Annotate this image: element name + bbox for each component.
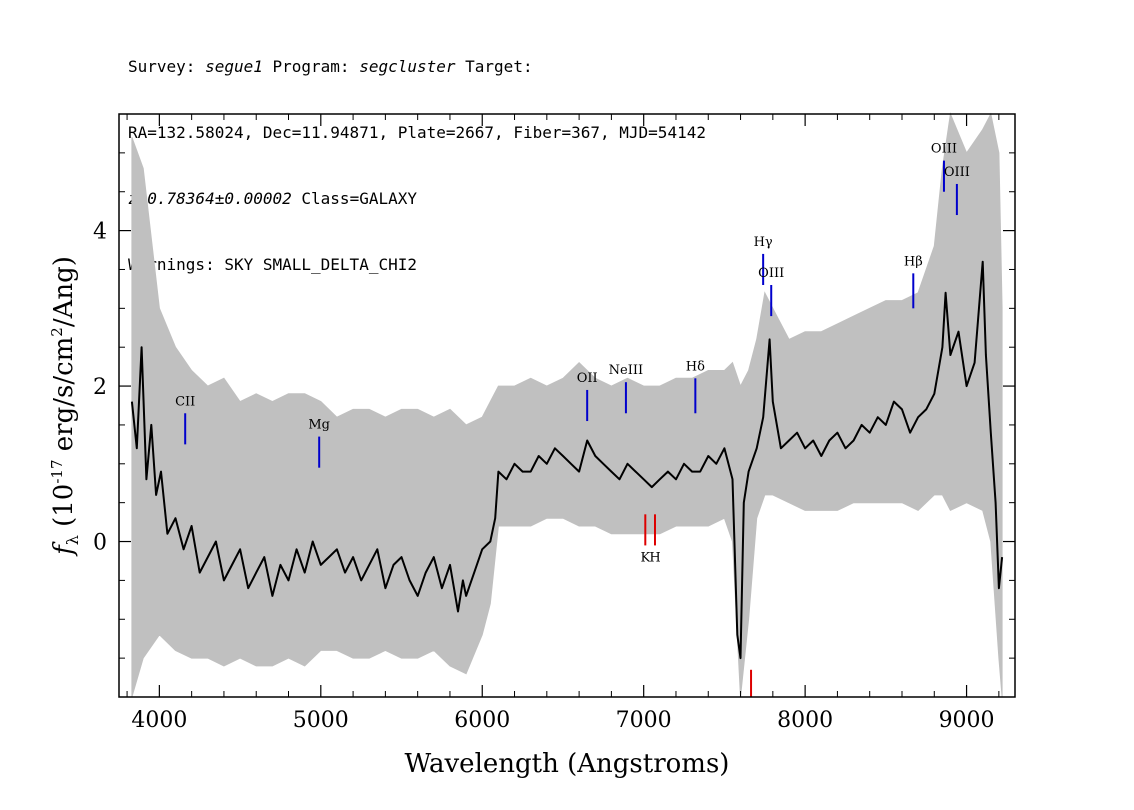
annotation-label-4: Hδ <box>686 359 705 374</box>
y-label-part-b: erg/s/cm <box>49 337 79 460</box>
x-tick-label-4: 8000 <box>777 708 833 733</box>
x-tick-label-2: 6000 <box>454 708 510 733</box>
annotation-label-6: OIII <box>758 266 784 281</box>
flux-line <box>130 260 1004 660</box>
y-axis-label: fλ (10-17 erg/s/cm2/Ang) <box>48 256 82 557</box>
annotation-label-9: OIII <box>944 165 970 180</box>
annotation-label-10: K <box>640 550 650 565</box>
annotation-label-0: CII <box>175 394 195 409</box>
y-label-part-a: (10 <box>49 484 79 536</box>
annotation-label-1: Mg <box>308 418 330 433</box>
y-label-lambda: λ <box>63 535 82 545</box>
target-label: Target: <box>455 57 533 76</box>
annotation-label-11: H <box>649 550 660 565</box>
annotation-label-2: OII <box>577 371 598 386</box>
y-tick-label-1: 2 <box>93 375 107 400</box>
annotation-label-5: Hγ <box>754 235 773 250</box>
y-label-part-c: /Ang) <box>49 256 79 327</box>
y-tick-label-0: 0 <box>93 531 107 556</box>
y-tick-label-2: 4 <box>93 220 107 245</box>
y-label-exponent-1: -17 <box>48 460 66 484</box>
annotation-label-7: Hβ <box>904 254 923 269</box>
y-label-exponent-2: 2 <box>48 327 66 337</box>
error-band-area <box>131 112 1003 698</box>
coordinates-line: RA=132.58024, Dec=11.94871, Plate=2667, … <box>128 123 706 142</box>
x-tick-label-5: 9000 <box>939 708 995 733</box>
spectrum-header: Survey: segue1 Program: segcluster Targe… <box>128 12 706 298</box>
survey-value: segue1 <box>205 57 263 76</box>
line-annotations: CII Mg OII NeIII Hδ Hγ OIII Hβ OIII OIII K H <box>175 142 970 697</box>
x-axis-label: Wavelength (Angstroms) <box>405 749 730 779</box>
program-value: segcluster <box>359 57 456 76</box>
error-band <box>131 112 1003 698</box>
program-label: Program: <box>262 57 360 76</box>
survey-line: Survey: segue1 Program: segcluster Targe… <box>128 56 706 78</box>
x-tick-label-3: 7000 <box>616 708 672 733</box>
x-tick-label-1: 5000 <box>293 708 349 733</box>
annotation-label-8: OIII <box>931 142 957 157</box>
flux-series <box>130 260 1004 660</box>
x-tick-label-0: 4000 <box>131 708 187 733</box>
plot-frame <box>118 113 1016 698</box>
survey-label: Survey: <box>128 57 206 76</box>
class-value: Class=GALAXY <box>291 189 417 208</box>
axis-ticks: 4000 5000 6000 7000 8000 9000 0 2 4 <box>93 113 1015 733</box>
redshift-value: z=0.78364±0.00002 <box>128 189 292 208</box>
redshift-line: z=0.78364±0.00002 Class=GALAXY <box>128 188 706 210</box>
annotation-label-3: NeIII <box>609 363 643 378</box>
